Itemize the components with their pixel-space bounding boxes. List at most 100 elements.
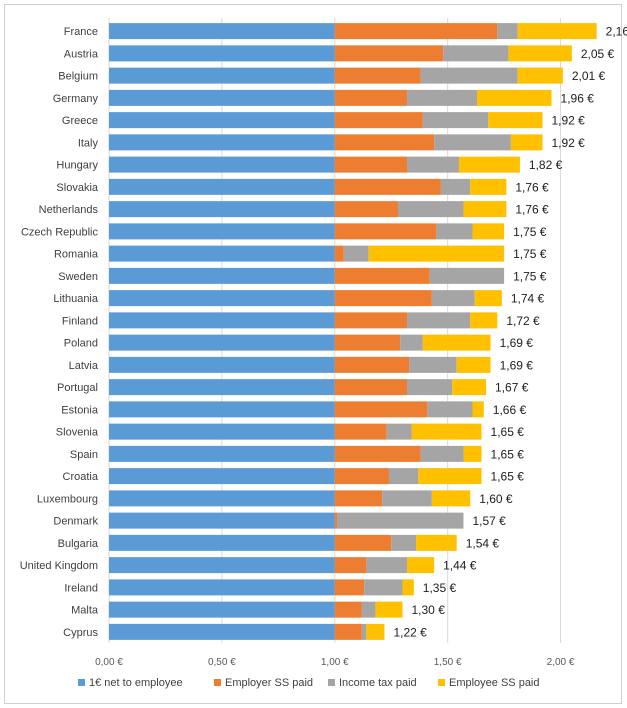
- category-label: Denmark: [53, 516, 98, 528]
- bar-segment: [431, 490, 471, 507]
- total-value-label: 1,69 €: [500, 336, 534, 350]
- bar-segment: [334, 290, 432, 307]
- bar-segment: [334, 601, 362, 618]
- total-value-label: 1,75 €: [513, 247, 547, 261]
- total-value-label: 1,22 €: [393, 625, 427, 639]
- bar-segment: [334, 112, 423, 129]
- total-value-label: 2,01 €: [572, 69, 606, 83]
- category-label: Cyprus: [63, 627, 98, 639]
- total-value-label: 1,82 €: [529, 158, 563, 172]
- bar-segment: [407, 379, 453, 396]
- bar-segment: [109, 267, 335, 284]
- bar-segment: [440, 178, 471, 195]
- bar-segment: [334, 379, 408, 396]
- category-label: Slovakia: [56, 182, 98, 194]
- bar-segment: [400, 334, 423, 351]
- category-label: Slovenia: [56, 427, 99, 439]
- total-value-label: 1,75 €: [513, 225, 547, 239]
- bar-segment: [361, 623, 367, 640]
- bar-segment: [334, 557, 367, 574]
- bar-segment: [109, 334, 335, 351]
- category-label: Belgium: [58, 71, 98, 83]
- bar-segment: [407, 89, 478, 106]
- total-value-label: 1,76 €: [515, 203, 549, 217]
- bar-segment: [366, 623, 385, 640]
- bar-segment: [109, 401, 335, 418]
- category-label: Hungary: [56, 160, 98, 172]
- total-value-label: 1,66 €: [493, 403, 527, 417]
- bar-segment: [510, 134, 543, 151]
- bar-segment: [334, 156, 408, 173]
- bar-segment: [109, 534, 335, 551]
- total-value-label: 1,44 €: [443, 559, 477, 573]
- bar-segment: [407, 156, 459, 173]
- legend-swatch: [328, 679, 335, 686]
- bar-segment: [109, 201, 335, 218]
- bar-segment: [420, 445, 464, 462]
- bar-segment: [334, 89, 408, 106]
- bar-segment: [477, 89, 552, 106]
- category-label: Latvia: [69, 360, 99, 372]
- bar-segment: [391, 534, 417, 551]
- x-tick-label: 0,00 €: [95, 657, 123, 668]
- category-label: Bulgaria: [58, 538, 99, 550]
- category-label: Germany: [53, 93, 99, 105]
- bar-segment: [109, 379, 335, 396]
- bar-segment: [375, 601, 403, 618]
- bar-segment: [109, 623, 335, 640]
- category-label: Spain: [70, 449, 98, 461]
- total-value-label: 1,65 €: [491, 425, 525, 439]
- total-value-label: 1,92 €: [551, 114, 585, 128]
- bar-segment: [109, 356, 335, 373]
- bar-segment: [334, 490, 383, 507]
- bar-segment: [109, 423, 335, 440]
- bar-segment: [109, 579, 335, 596]
- bar-segment: [361, 601, 376, 618]
- bar-segment: [422, 334, 491, 351]
- bar-segment: [409, 356, 457, 373]
- total-value-label: 1,65 €: [491, 470, 525, 484]
- bar-segment: [422, 112, 489, 129]
- bar-segment: [418, 468, 482, 485]
- bar-segment: [334, 223, 437, 240]
- bar-segment: [109, 290, 335, 307]
- bar-segment: [368, 245, 505, 262]
- bar-segment: [434, 134, 511, 151]
- bar-segment: [411, 423, 482, 440]
- bar-segment: [364, 579, 403, 596]
- bar-segment: [109, 89, 335, 106]
- bar-segment: [334, 178, 441, 195]
- total-value-label: 1,65 €: [491, 447, 525, 461]
- bar-segment: [431, 290, 475, 307]
- total-value-label: 1,60 €: [479, 492, 513, 506]
- bar-segment: [334, 468, 389, 485]
- category-label: Romania: [54, 249, 99, 261]
- total-value-label: 1,69 €: [500, 358, 534, 372]
- x-tick-label: 1,00 €: [321, 657, 349, 668]
- x-tick-label: 0,50 €: [208, 657, 236, 668]
- category-label: Portugal: [57, 382, 98, 394]
- bar-segment: [416, 534, 457, 551]
- bar-segment: [109, 445, 335, 462]
- bar-segment: [427, 401, 473, 418]
- bar-segment: [109, 557, 335, 574]
- category-label: Estonia: [61, 404, 99, 416]
- bar-segment: [334, 45, 444, 62]
- bar-segment: [334, 312, 408, 329]
- bar-segment: [334, 67, 421, 84]
- bar-segment: [407, 557, 435, 574]
- bar-segment: [109, 23, 335, 40]
- bar-segment: [397, 201, 464, 218]
- bar-segment: [109, 245, 335, 262]
- bar-segment: [420, 67, 518, 84]
- bar-segment: [334, 534, 392, 551]
- bar-segment: [334, 623, 362, 640]
- bar-segment: [407, 312, 471, 329]
- bar-segment: [109, 490, 335, 507]
- category-label: Malta: [71, 605, 99, 617]
- legend-label: Employee SS paid: [449, 677, 540, 689]
- bar-segment: [508, 45, 572, 62]
- category-label: Italy: [78, 137, 99, 149]
- x-tick-label: 1,50 €: [434, 657, 462, 668]
